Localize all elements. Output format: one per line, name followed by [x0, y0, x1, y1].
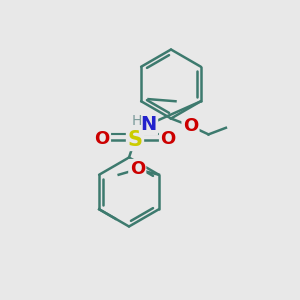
Text: S: S: [128, 130, 142, 149]
Text: O: O: [94, 130, 110, 148]
Text: O: O: [160, 130, 175, 148]
Text: N: N: [140, 115, 157, 134]
Text: H: H: [132, 114, 142, 128]
Text: O: O: [130, 160, 145, 178]
Text: O: O: [183, 117, 198, 135]
